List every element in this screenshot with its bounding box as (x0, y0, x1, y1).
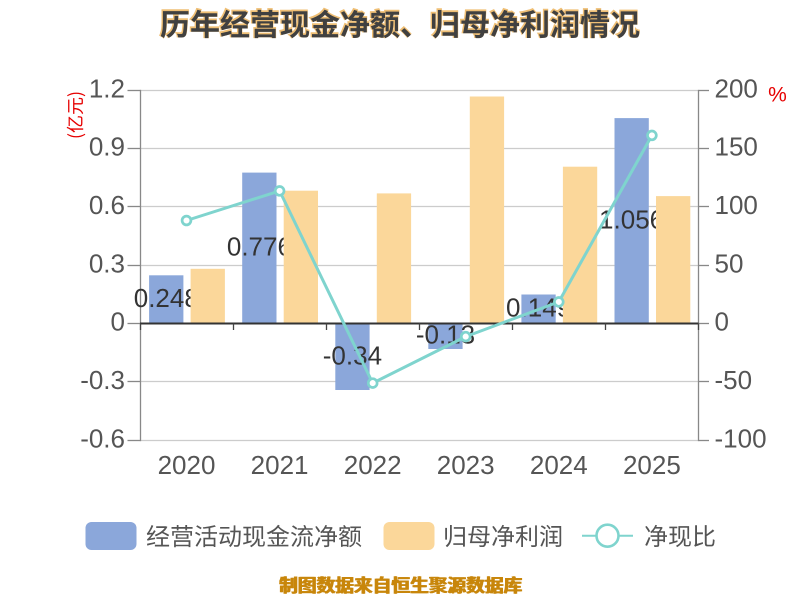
svg-text:150: 150 (715, 132, 758, 162)
svg-text:1.056: 1.056 (599, 204, 664, 234)
svg-text:2024: 2024 (530, 450, 588, 480)
svg-text:-0.34: -0.34 (323, 340, 382, 370)
svg-text:100: 100 (715, 190, 758, 220)
svg-text:-0.3: -0.3 (80, 365, 125, 395)
svg-text:0: 0 (715, 307, 729, 337)
svg-text:-0.6: -0.6 (80, 423, 125, 453)
svg-text:0.9: 0.9 (89, 132, 125, 162)
svg-text:2021: 2021 (251, 450, 309, 480)
svg-text:2022: 2022 (344, 450, 402, 480)
svg-text:0.6: 0.6 (89, 190, 125, 220)
svg-text:1.2: 1.2 (89, 73, 125, 103)
svg-text:-100: -100 (715, 423, 767, 453)
svg-text:50: 50 (715, 248, 744, 278)
svg-text:0: 0 (111, 307, 125, 337)
svg-text:0.248: 0.248 (134, 283, 199, 313)
svg-text:2020: 2020 (158, 450, 216, 480)
svg-text:2023: 2023 (437, 450, 495, 480)
svg-text:%: % (768, 84, 787, 107)
svg-text:2025: 2025 (623, 450, 681, 480)
svg-text:-50: -50 (715, 365, 753, 395)
svg-text:200: 200 (715, 73, 758, 103)
svg-text:0.3: 0.3 (89, 248, 125, 278)
svg-text:0.776: 0.776 (227, 232, 292, 262)
